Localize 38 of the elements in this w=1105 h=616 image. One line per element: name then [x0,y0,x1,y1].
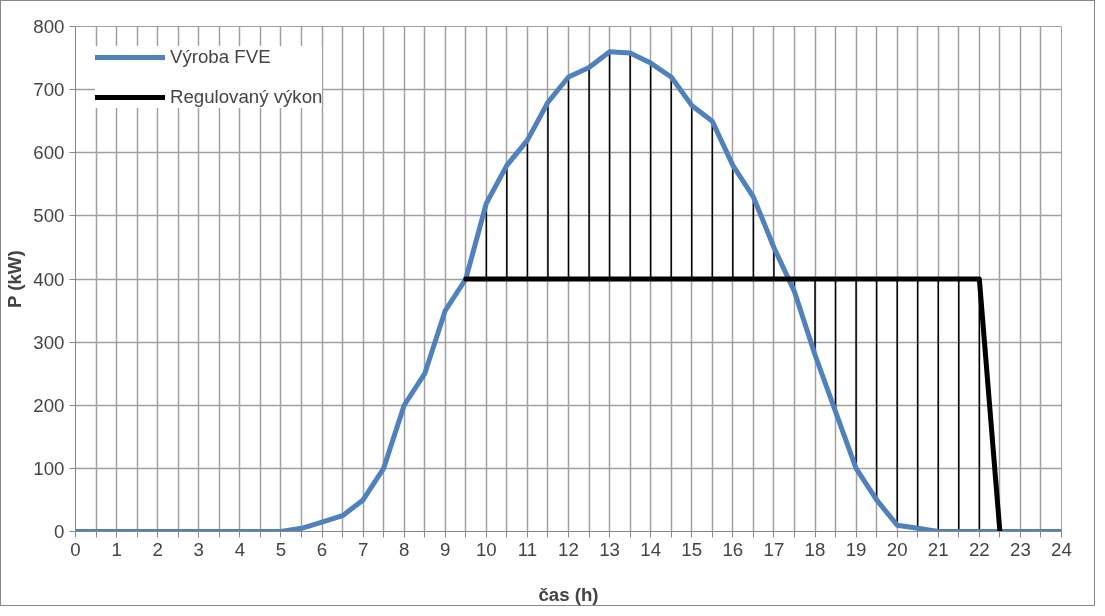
x-tick-label: 2 [152,538,163,560]
x-tick-label: 8 [398,538,410,560]
x-tick-label: 0 [70,538,81,560]
x-tick-label: 14 [640,538,662,560]
y-tick-label: 100 [33,457,65,479]
x-tick-label: 21 [927,538,949,560]
x-tick-label: 24 [1051,538,1072,560]
x-tick-label: 3 [193,538,204,560]
y-tick-label: 500 [33,205,65,227]
x-tick-label: 17 [763,538,785,560]
x-tick-label: 12 [558,538,579,560]
x-axis-title: čas (h) [538,583,599,605]
y-tick-label: 600 [33,142,65,164]
x-tick-label: 13 [599,538,620,560]
y-tick-label: 200 [33,394,65,416]
y-tick-label: 800 [33,16,65,37]
y-axis-title: P (kW) [4,250,26,309]
y-tick-label: 300 [33,331,65,353]
x-tick-label: 11 [517,538,538,560]
x-tick-label: 15 [681,538,703,560]
x-tick-label: 6 [316,538,328,560]
x-tick-label: 7 [357,538,369,560]
x-tick-label: 9 [440,538,451,560]
x-tick-label: 22 [968,538,990,560]
x-tick-label: 4 [234,538,246,560]
x-tick-label: 23 [1010,538,1031,560]
x-tick-label: 1 [111,538,122,560]
y-tick-label: 700 [33,79,65,101]
legend-label: Regulovaný výkon [170,86,323,108]
x-tick-label: 18 [804,538,826,560]
x-tick-label: 5 [275,538,287,560]
legend-label: Výroba FVE [170,46,271,68]
y-tick-label: 0 [54,521,65,542]
x-tick-label: 10 [475,538,497,560]
x-tick-label: 16 [722,538,744,560]
x-tick-label: 20 [886,538,908,560]
x-tick-label: 19 [845,538,867,560]
y-tick-label: 400 [33,268,65,290]
